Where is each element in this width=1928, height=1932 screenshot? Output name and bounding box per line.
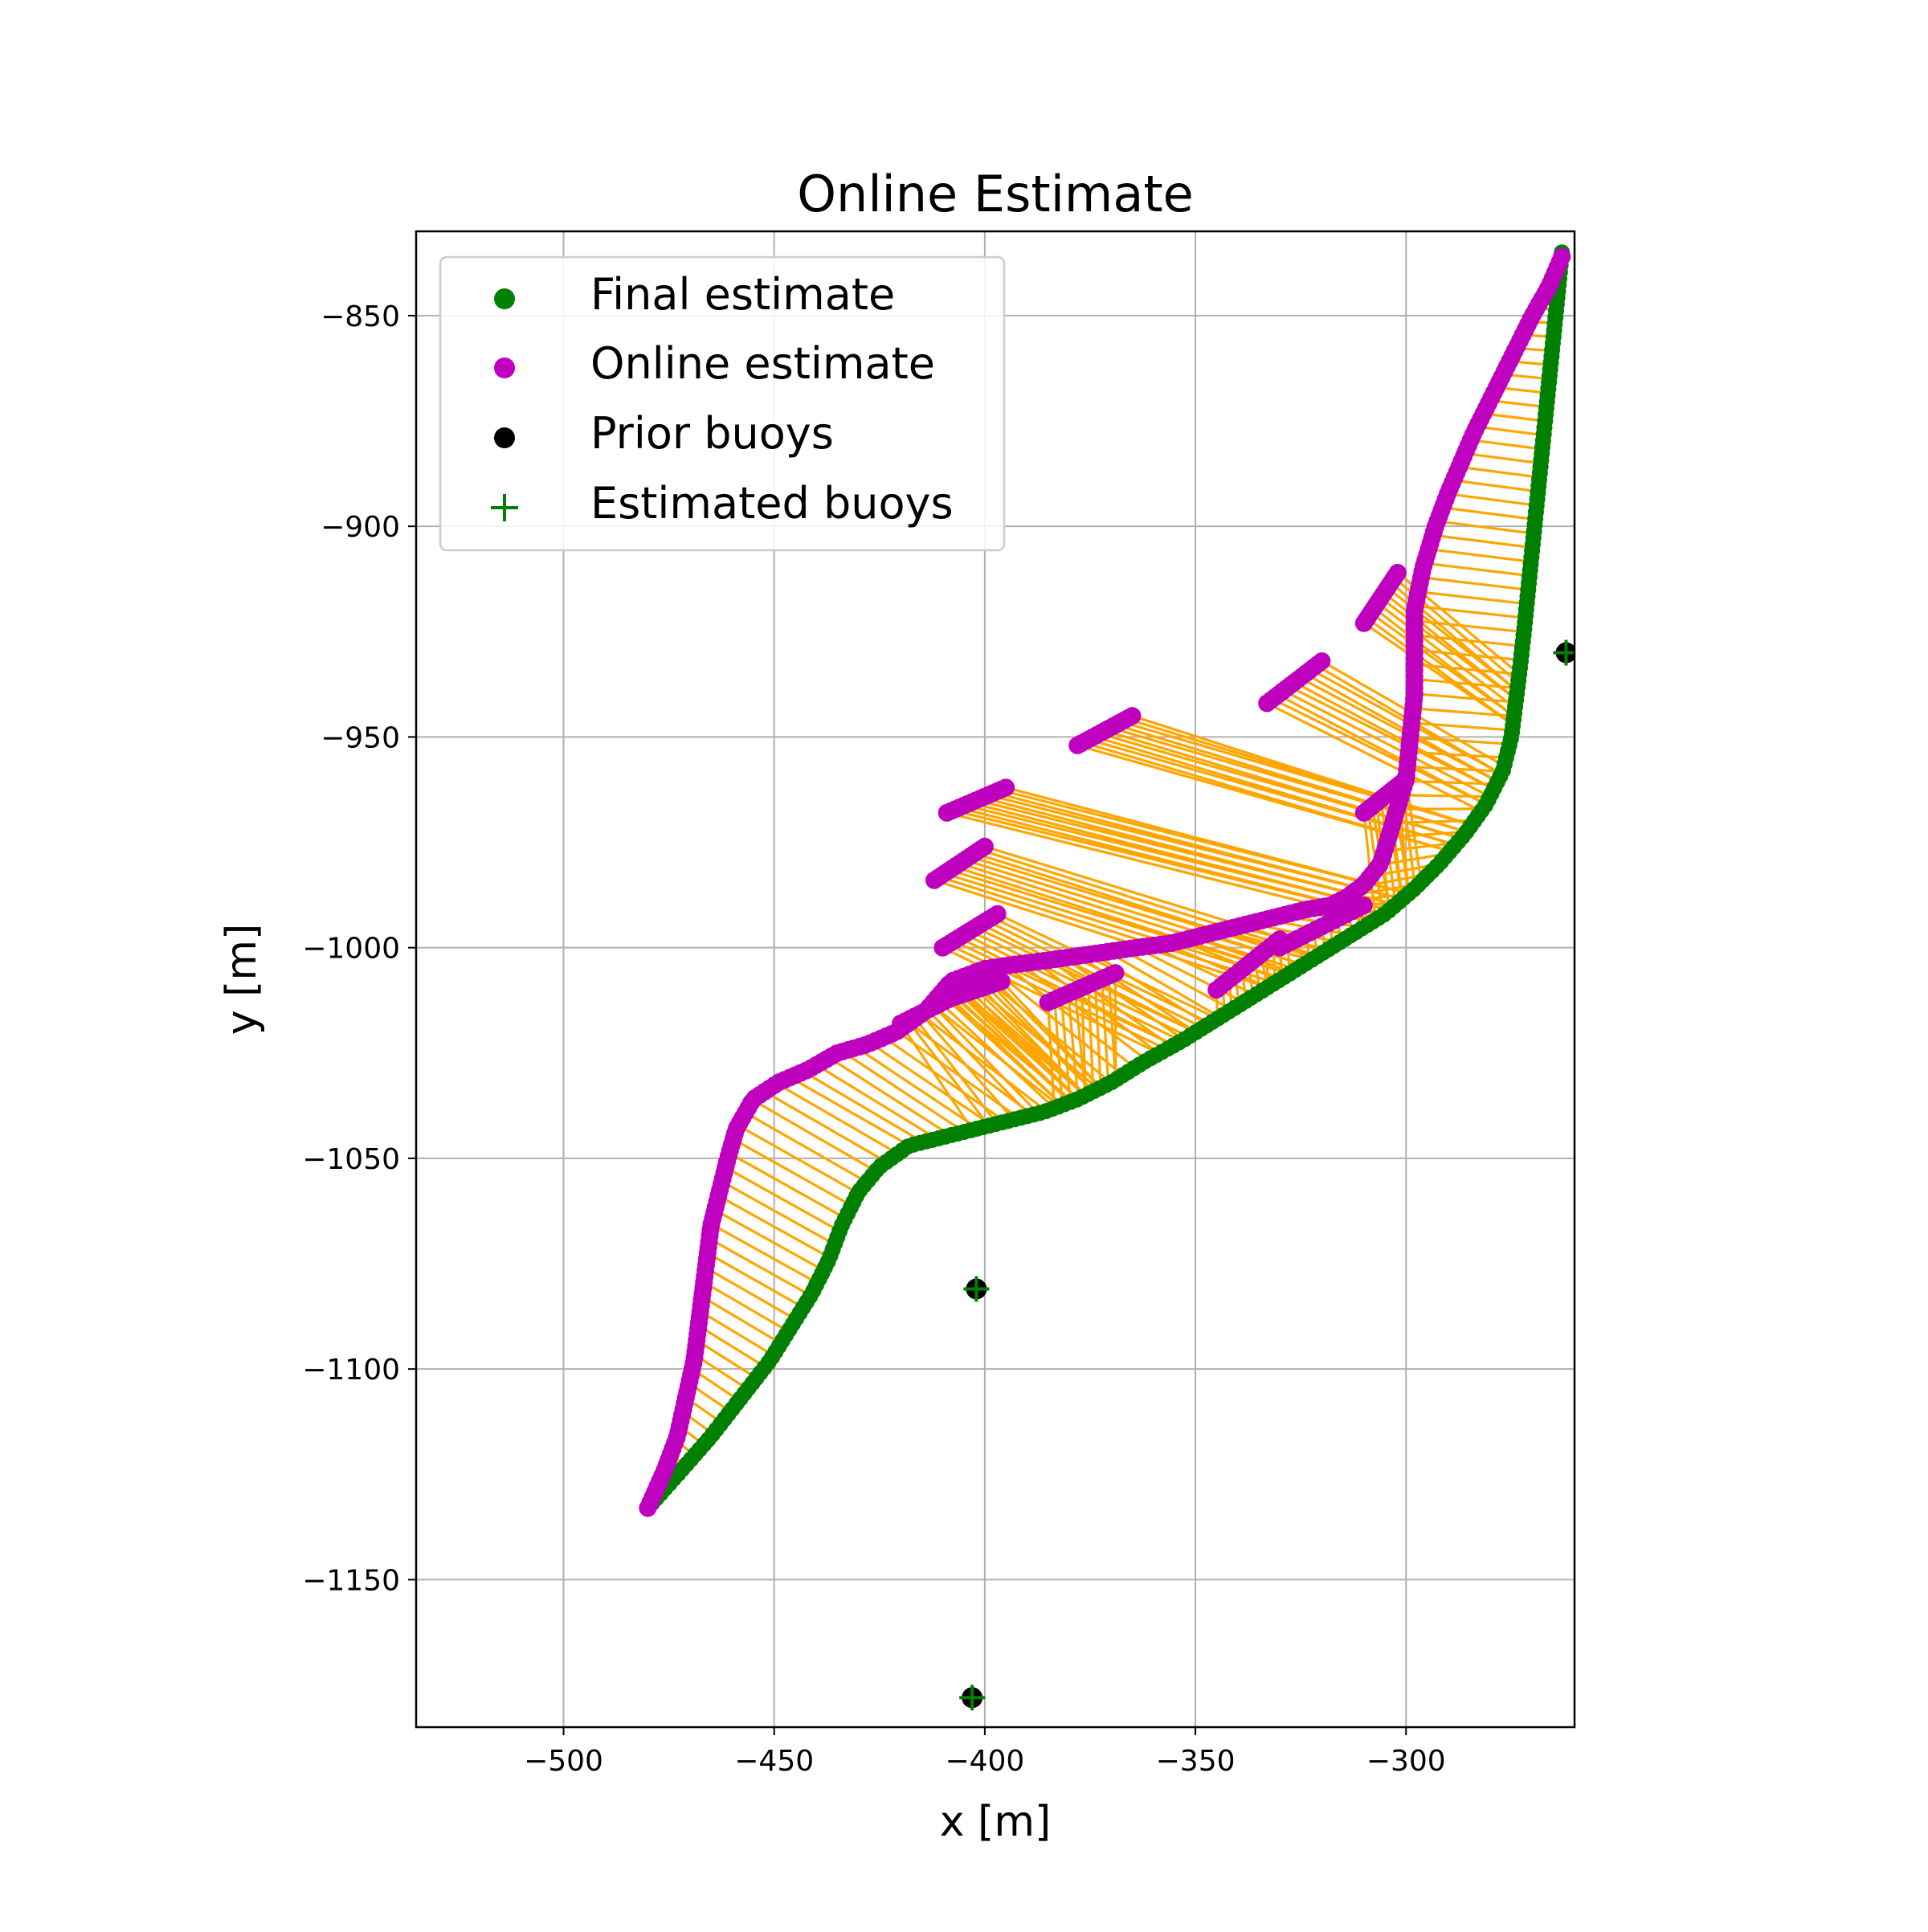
x-tick-label: −450 <box>734 1745 814 1778</box>
online-estimate-point <box>1106 964 1124 982</box>
y-tick-label: −850 <box>321 300 400 333</box>
online-estimate-point <box>1397 770 1415 788</box>
online-estimate-point <box>1355 897 1373 914</box>
x-tick-label: −300 <box>1366 1745 1446 1778</box>
x-tick-label: −350 <box>1156 1745 1236 1778</box>
legend-marker-online-estimate <box>494 357 515 378</box>
y-tick-label: −1000 <box>302 933 400 966</box>
legend-label-prior-buoys: Prior buoys <box>590 408 834 459</box>
legend-label-estimated-buoys: Estimated buoys <box>590 478 954 529</box>
x-tick-label: −400 <box>945 1745 1024 1778</box>
y-tick-label: −1100 <box>302 1354 400 1387</box>
online-estimate-point <box>997 778 1015 796</box>
x-tick-label: −500 <box>524 1745 603 1778</box>
legend-label-online-estimate: Online estimate <box>590 338 935 389</box>
y-tick-label: −1050 <box>302 1143 400 1176</box>
y-axis-label: y [m] <box>218 924 266 1035</box>
legend-marker-prior-buoys <box>494 427 515 448</box>
legend-label-final-estimate: Final estimate <box>590 269 895 320</box>
chart-title: Online Estimate <box>797 165 1194 223</box>
connector-line <box>1401 795 1489 797</box>
online-estimate-point <box>1389 564 1407 582</box>
y-tick-label: −950 <box>321 721 400 754</box>
online-estimate-point <box>976 838 994 856</box>
online-estimate-point <box>989 905 1007 923</box>
online-estimate-point <box>1313 652 1330 670</box>
x-axis-label: x [m] <box>940 1798 1052 1846</box>
legend: Final estimate Online estimate Prior buo… <box>440 257 1004 550</box>
y-tick-label: −1150 <box>302 1564 400 1597</box>
online-estimate-point <box>1123 707 1141 725</box>
y-tick-label: −900 <box>321 511 400 544</box>
online-estimate-point <box>1553 247 1571 265</box>
online-estimate-point <box>959 981 977 999</box>
online-estimate-point <box>993 973 1011 991</box>
legend-marker-final-estimate <box>494 288 515 309</box>
